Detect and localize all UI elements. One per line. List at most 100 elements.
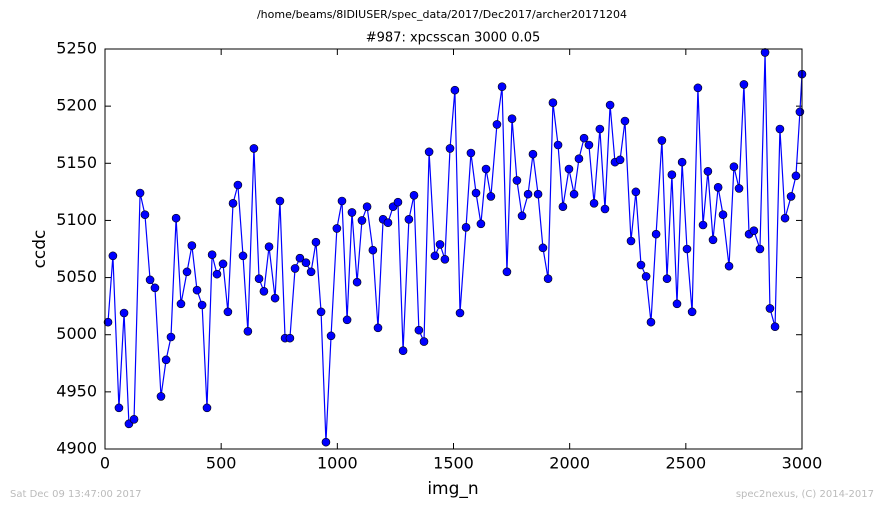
data-point bbox=[450, 85, 460, 95]
data-point bbox=[243, 326, 253, 336]
data-point bbox=[129, 414, 139, 424]
data-point bbox=[306, 267, 316, 277]
footer-left: Sat Dec 09 13:47:00 2017 bbox=[10, 489, 142, 500]
data-point bbox=[528, 149, 538, 159]
data-point bbox=[135, 188, 145, 198]
x-tick-label: 1500 bbox=[433, 454, 474, 473]
data-point bbox=[584, 140, 594, 150]
data-point bbox=[667, 170, 677, 180]
data-point bbox=[409, 190, 419, 200]
data-point bbox=[693, 83, 703, 93]
data-point bbox=[765, 304, 775, 313]
x-tick-label: 3000 bbox=[782, 454, 823, 473]
x-tick-label: 0 bbox=[100, 454, 110, 473]
data-point bbox=[103, 317, 113, 327]
data-point bbox=[703, 166, 713, 176]
y-tick-label: 5100 bbox=[56, 210, 97, 229]
data-point bbox=[502, 267, 512, 277]
data-point bbox=[548, 98, 558, 108]
data-point bbox=[295, 253, 305, 263]
data-point bbox=[419, 337, 429, 346]
data-point bbox=[326, 331, 336, 341]
y-tick-label: 5050 bbox=[56, 267, 97, 286]
data-point bbox=[631, 187, 641, 197]
data-point bbox=[569, 189, 579, 199]
data-point bbox=[615, 155, 625, 165]
data-point bbox=[176, 299, 186, 309]
data-point bbox=[626, 236, 636, 246]
chart-title: #987: xpcsscan 3000 0.05 bbox=[366, 31, 541, 46]
data-point bbox=[713, 182, 723, 192]
data-point bbox=[321, 437, 331, 447]
data-point bbox=[223, 307, 233, 317]
data-point bbox=[486, 192, 496, 201]
data-point bbox=[414, 325, 424, 335]
data-point bbox=[228, 198, 238, 208]
data-point bbox=[687, 307, 697, 317]
data-point bbox=[481, 164, 491, 174]
data-point bbox=[651, 229, 661, 239]
data-point bbox=[150, 283, 160, 293]
plot-frame bbox=[104, 48, 803, 450]
data-point bbox=[166, 332, 176, 342]
x-tick-label: 1000 bbox=[317, 454, 358, 473]
data-point bbox=[662, 274, 672, 284]
data-point bbox=[749, 226, 759, 236]
data-point bbox=[445, 144, 455, 153]
data-point bbox=[492, 120, 502, 129]
data-point bbox=[156, 392, 166, 401]
data-point bbox=[202, 403, 212, 413]
data-point bbox=[161, 355, 171, 365]
x-tick-label: 500 bbox=[206, 454, 237, 473]
y-tick-label: 4900 bbox=[56, 439, 97, 458]
data-point bbox=[171, 213, 181, 223]
data-point bbox=[553, 140, 563, 150]
data-point bbox=[775, 124, 785, 134]
data-point bbox=[218, 259, 228, 269]
data-point bbox=[497, 82, 507, 92]
data-point bbox=[440, 254, 450, 264]
data-point bbox=[672, 299, 682, 309]
data-point bbox=[108, 251, 118, 261]
data-point bbox=[435, 240, 445, 249]
data-point bbox=[558, 202, 568, 212]
data-point bbox=[259, 286, 269, 296]
data-point bbox=[140, 210, 150, 220]
data-point bbox=[770, 322, 780, 332]
data-point bbox=[739, 80, 749, 89]
data-point bbox=[357, 216, 367, 225]
data-point bbox=[724, 261, 734, 271]
footer-right: spec2nexus, (C) 2014-2017 bbox=[736, 489, 874, 500]
data-point bbox=[404, 214, 414, 224]
data-point bbox=[677, 157, 687, 167]
suptitle: /home/beams/8IDIUSER/spec_data/2017/Dec2… bbox=[257, 8, 627, 21]
data-point bbox=[275, 196, 285, 206]
data-point bbox=[383, 218, 393, 228]
x-tick-label: 2000 bbox=[549, 454, 590, 473]
x-axis-label: img_n bbox=[427, 479, 478, 499]
data-point bbox=[362, 202, 372, 212]
data-point bbox=[301, 258, 311, 268]
data-point bbox=[708, 235, 718, 245]
data-point bbox=[352, 277, 362, 287]
data-point bbox=[533, 189, 543, 199]
data-point bbox=[538, 243, 548, 253]
data-point bbox=[698, 220, 708, 230]
data-point bbox=[145, 275, 155, 285]
data-point bbox=[579, 133, 589, 143]
data-point bbox=[368, 245, 378, 255]
data-point bbox=[212, 269, 222, 279]
data-point bbox=[398, 346, 408, 356]
data-point bbox=[620, 116, 630, 126]
data-point bbox=[182, 267, 192, 277]
data-point bbox=[254, 274, 264, 284]
data-point bbox=[114, 403, 124, 413]
data-point bbox=[430, 251, 440, 261]
data-point bbox=[337, 196, 347, 206]
x-tick-label: 2500 bbox=[665, 454, 706, 473]
data-point bbox=[543, 274, 553, 284]
data-point bbox=[729, 162, 739, 172]
data-point bbox=[233, 180, 243, 190]
